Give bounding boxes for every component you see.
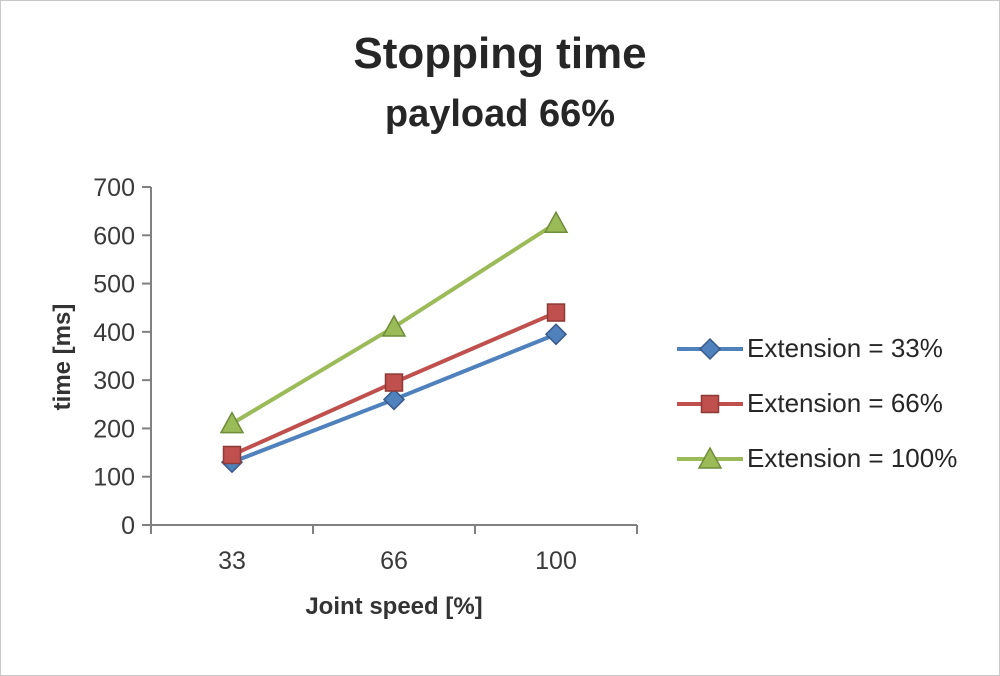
y-tick-label: 500 — [93, 271, 135, 299]
series-marker-diamond — [382, 388, 406, 411]
y-tick-label: 100 — [93, 464, 135, 492]
series-marker-triangle — [219, 411, 245, 434]
y-tick-label: 200 — [93, 415, 135, 443]
series-marker-square — [546, 303, 566, 322]
y-tick-label: 600 — [93, 222, 135, 250]
legend-label: Extension = 66% — [747, 388, 943, 418]
y-tick-label: 400 — [93, 319, 135, 347]
legend-key-square-icon — [677, 394, 743, 413]
legend-label: Extension = 100% — [747, 443, 958, 473]
series-marker-diamond — [698, 337, 722, 360]
x-tick-label: 33 — [218, 547, 246, 575]
chart-subtitle: payload 66% — [384, 93, 616, 135]
legend-key-diamond-icon — [677, 337, 743, 360]
legend-item: Extension = 100% — [677, 443, 957, 474]
series-marker-diamond — [544, 323, 568, 346]
x-tick-label: 100 — [535, 547, 577, 575]
series-marker-triangle — [697, 445, 723, 469]
y-tick-label: 0 — [121, 512, 135, 540]
y-axis-title: time [ms] — [49, 303, 76, 411]
legend-key-triangle-icon — [677, 445, 743, 469]
series-marker-square — [222, 445, 242, 465]
x-axis-title: Joint speed [%] — [305, 593, 483, 620]
legend-label: Extension = 33% — [747, 333, 943, 363]
series-marker-triangle — [381, 314, 407, 337]
x-tick-label: 66 — [380, 547, 408, 575]
series-marker-square — [384, 373, 404, 392]
legend: Extension = 33% Extension = 66% Extension … — [677, 333, 957, 498]
legend-item: Extension = 33% — [677, 333, 957, 364]
legend-item: Extension = 66% — [677, 388, 957, 419]
chart-title: Stopping time — [353, 29, 647, 78]
series-marker-triangle — [543, 210, 569, 233]
series-marker-square — [700, 394, 720, 413]
y-tick-label: 700 — [93, 174, 135, 202]
y-tick-label: 300 — [93, 367, 135, 395]
